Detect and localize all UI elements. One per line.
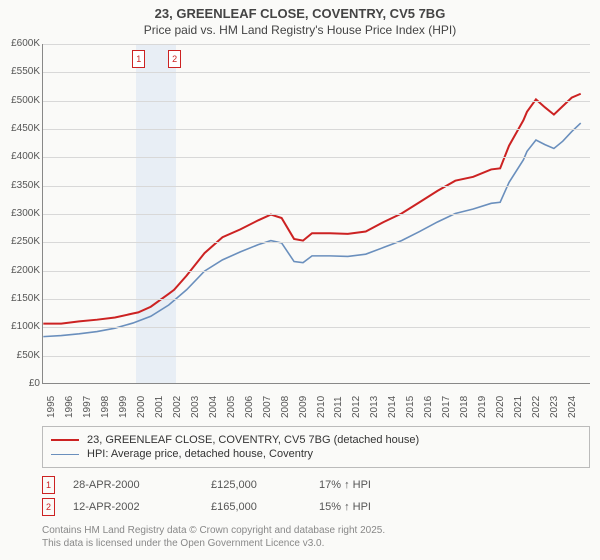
legend-label: HPI: Average price, detached house, Cove… (87, 448, 313, 460)
sale-date: 12-APR-2002 (73, 501, 193, 513)
gridline (43, 101, 590, 102)
gridline (43, 44, 590, 45)
x-axis-label: 2008 (280, 396, 291, 418)
x-axis-label: 2024 (567, 396, 578, 418)
y-axis-label: £500K (0, 95, 40, 106)
y-axis-label: £350K (0, 180, 40, 191)
y-axis-label: £250K (0, 236, 40, 247)
sale-marker-inline: 2 (42, 498, 55, 516)
gridline (43, 327, 590, 328)
sale-delta: 15% ↑ HPI (319, 501, 371, 513)
x-axis-label: 2007 (262, 396, 273, 418)
y-axis-label: £50K (0, 350, 40, 361)
gridline (43, 356, 590, 357)
legend-item: HPI: Average price, detached house, Cove… (51, 448, 581, 460)
chart-title-2: Price paid vs. HM Land Registry's House … (0, 23, 600, 37)
x-axis-label: 1998 (100, 396, 111, 418)
x-axis-label: 2016 (423, 396, 434, 418)
gridline (43, 271, 590, 272)
gridline (43, 72, 590, 73)
gridline (43, 129, 590, 130)
x-axis-label: 2017 (441, 396, 452, 418)
sale-date: 28-APR-2000 (73, 479, 193, 491)
footer-attribution: Contains HM Land Registry data © Crown c… (42, 524, 590, 550)
x-axis-label: 2002 (172, 396, 183, 418)
sale-row: 2 12-APR-2002 £165,000 15% ↑ HPI (42, 498, 590, 516)
gridline (43, 186, 590, 187)
sale-price: £165,000 (211, 501, 301, 513)
sale-delta: 17% ↑ HPI (319, 479, 371, 491)
x-axis-label: 2015 (405, 396, 416, 418)
x-axis-label: 2010 (316, 396, 327, 418)
x-axis-label: 2004 (208, 396, 219, 418)
gridline (43, 242, 590, 243)
footer-line-1: Contains HM Land Registry data © Crown c… (42, 524, 590, 537)
y-axis-label: £400K (0, 151, 40, 162)
x-axis-label: 2022 (531, 396, 542, 418)
x-axis-label: 2018 (459, 396, 470, 418)
sale-marker: 2 (168, 50, 181, 68)
legend-swatch (51, 439, 79, 441)
x-axis-label: 2014 (387, 396, 398, 418)
chart-title-1: 23, GREENLEAF CLOSE, COVENTRY, CV5 7BG (0, 6, 600, 21)
x-axis-label: 1995 (46, 396, 57, 418)
sales-table: 1 28-APR-2000 £125,000 17% ↑ HPI 2 12-APR-200… (42, 472, 590, 520)
gridline (43, 299, 590, 300)
x-axis-label: 1996 (64, 396, 75, 418)
x-axis-label: 2013 (369, 396, 380, 418)
legend-box: 23, GREENLEAF CLOSE, COVENTRY, CV5 7BG (… (42, 426, 590, 468)
legend-swatch (51, 454, 79, 455)
gridline (43, 214, 590, 215)
x-axis-label: 1997 (82, 396, 93, 418)
legend-label: 23, GREENLEAF CLOSE, COVENTRY, CV5 7BG (… (87, 434, 419, 446)
x-axis-label: 2005 (226, 396, 237, 418)
x-axis-label: 1999 (118, 396, 129, 418)
y-axis-label: £550K (0, 66, 40, 77)
x-axis-label: 2000 (136, 396, 147, 418)
gridline (43, 157, 590, 158)
x-axis-label: 2012 (351, 396, 362, 418)
series-hpi (43, 123, 580, 337)
chart-title-block: 23, GREENLEAF CLOSE, COVENTRY, CV5 7BG P… (0, 0, 600, 41)
y-axis-label: £300K (0, 208, 40, 219)
x-axis-label: 2009 (298, 396, 309, 418)
x-axis-label: 2019 (477, 396, 488, 418)
y-axis-label: £600K (0, 38, 40, 49)
y-axis-label: £0 (0, 378, 40, 389)
sale-marker-inline: 1 (42, 476, 55, 494)
y-axis-label: £100K (0, 321, 40, 332)
y-axis-label: £450K (0, 123, 40, 134)
chart-plot-area: 12 (42, 44, 590, 384)
sale-price: £125,000 (211, 479, 301, 491)
x-axis-label: 2020 (495, 396, 506, 418)
x-axis-label: 2006 (244, 396, 255, 418)
y-axis-label: £200K (0, 265, 40, 276)
x-axis-label: 2021 (513, 396, 524, 418)
y-axis-label: £150K (0, 293, 40, 304)
sale-row: 1 28-APR-2000 £125,000 17% ↑ HPI (42, 476, 590, 494)
x-axis-label: 2003 (190, 396, 201, 418)
sale-marker: 1 (132, 50, 145, 68)
x-axis-label: 2011 (333, 396, 344, 418)
legend-item: 23, GREENLEAF CLOSE, COVENTRY, CV5 7BG (… (51, 434, 581, 446)
x-axis-label: 2023 (549, 396, 560, 418)
x-axis-label: 2001 (154, 396, 165, 418)
footer-line-2: This data is licensed under the Open Gov… (42, 537, 590, 550)
